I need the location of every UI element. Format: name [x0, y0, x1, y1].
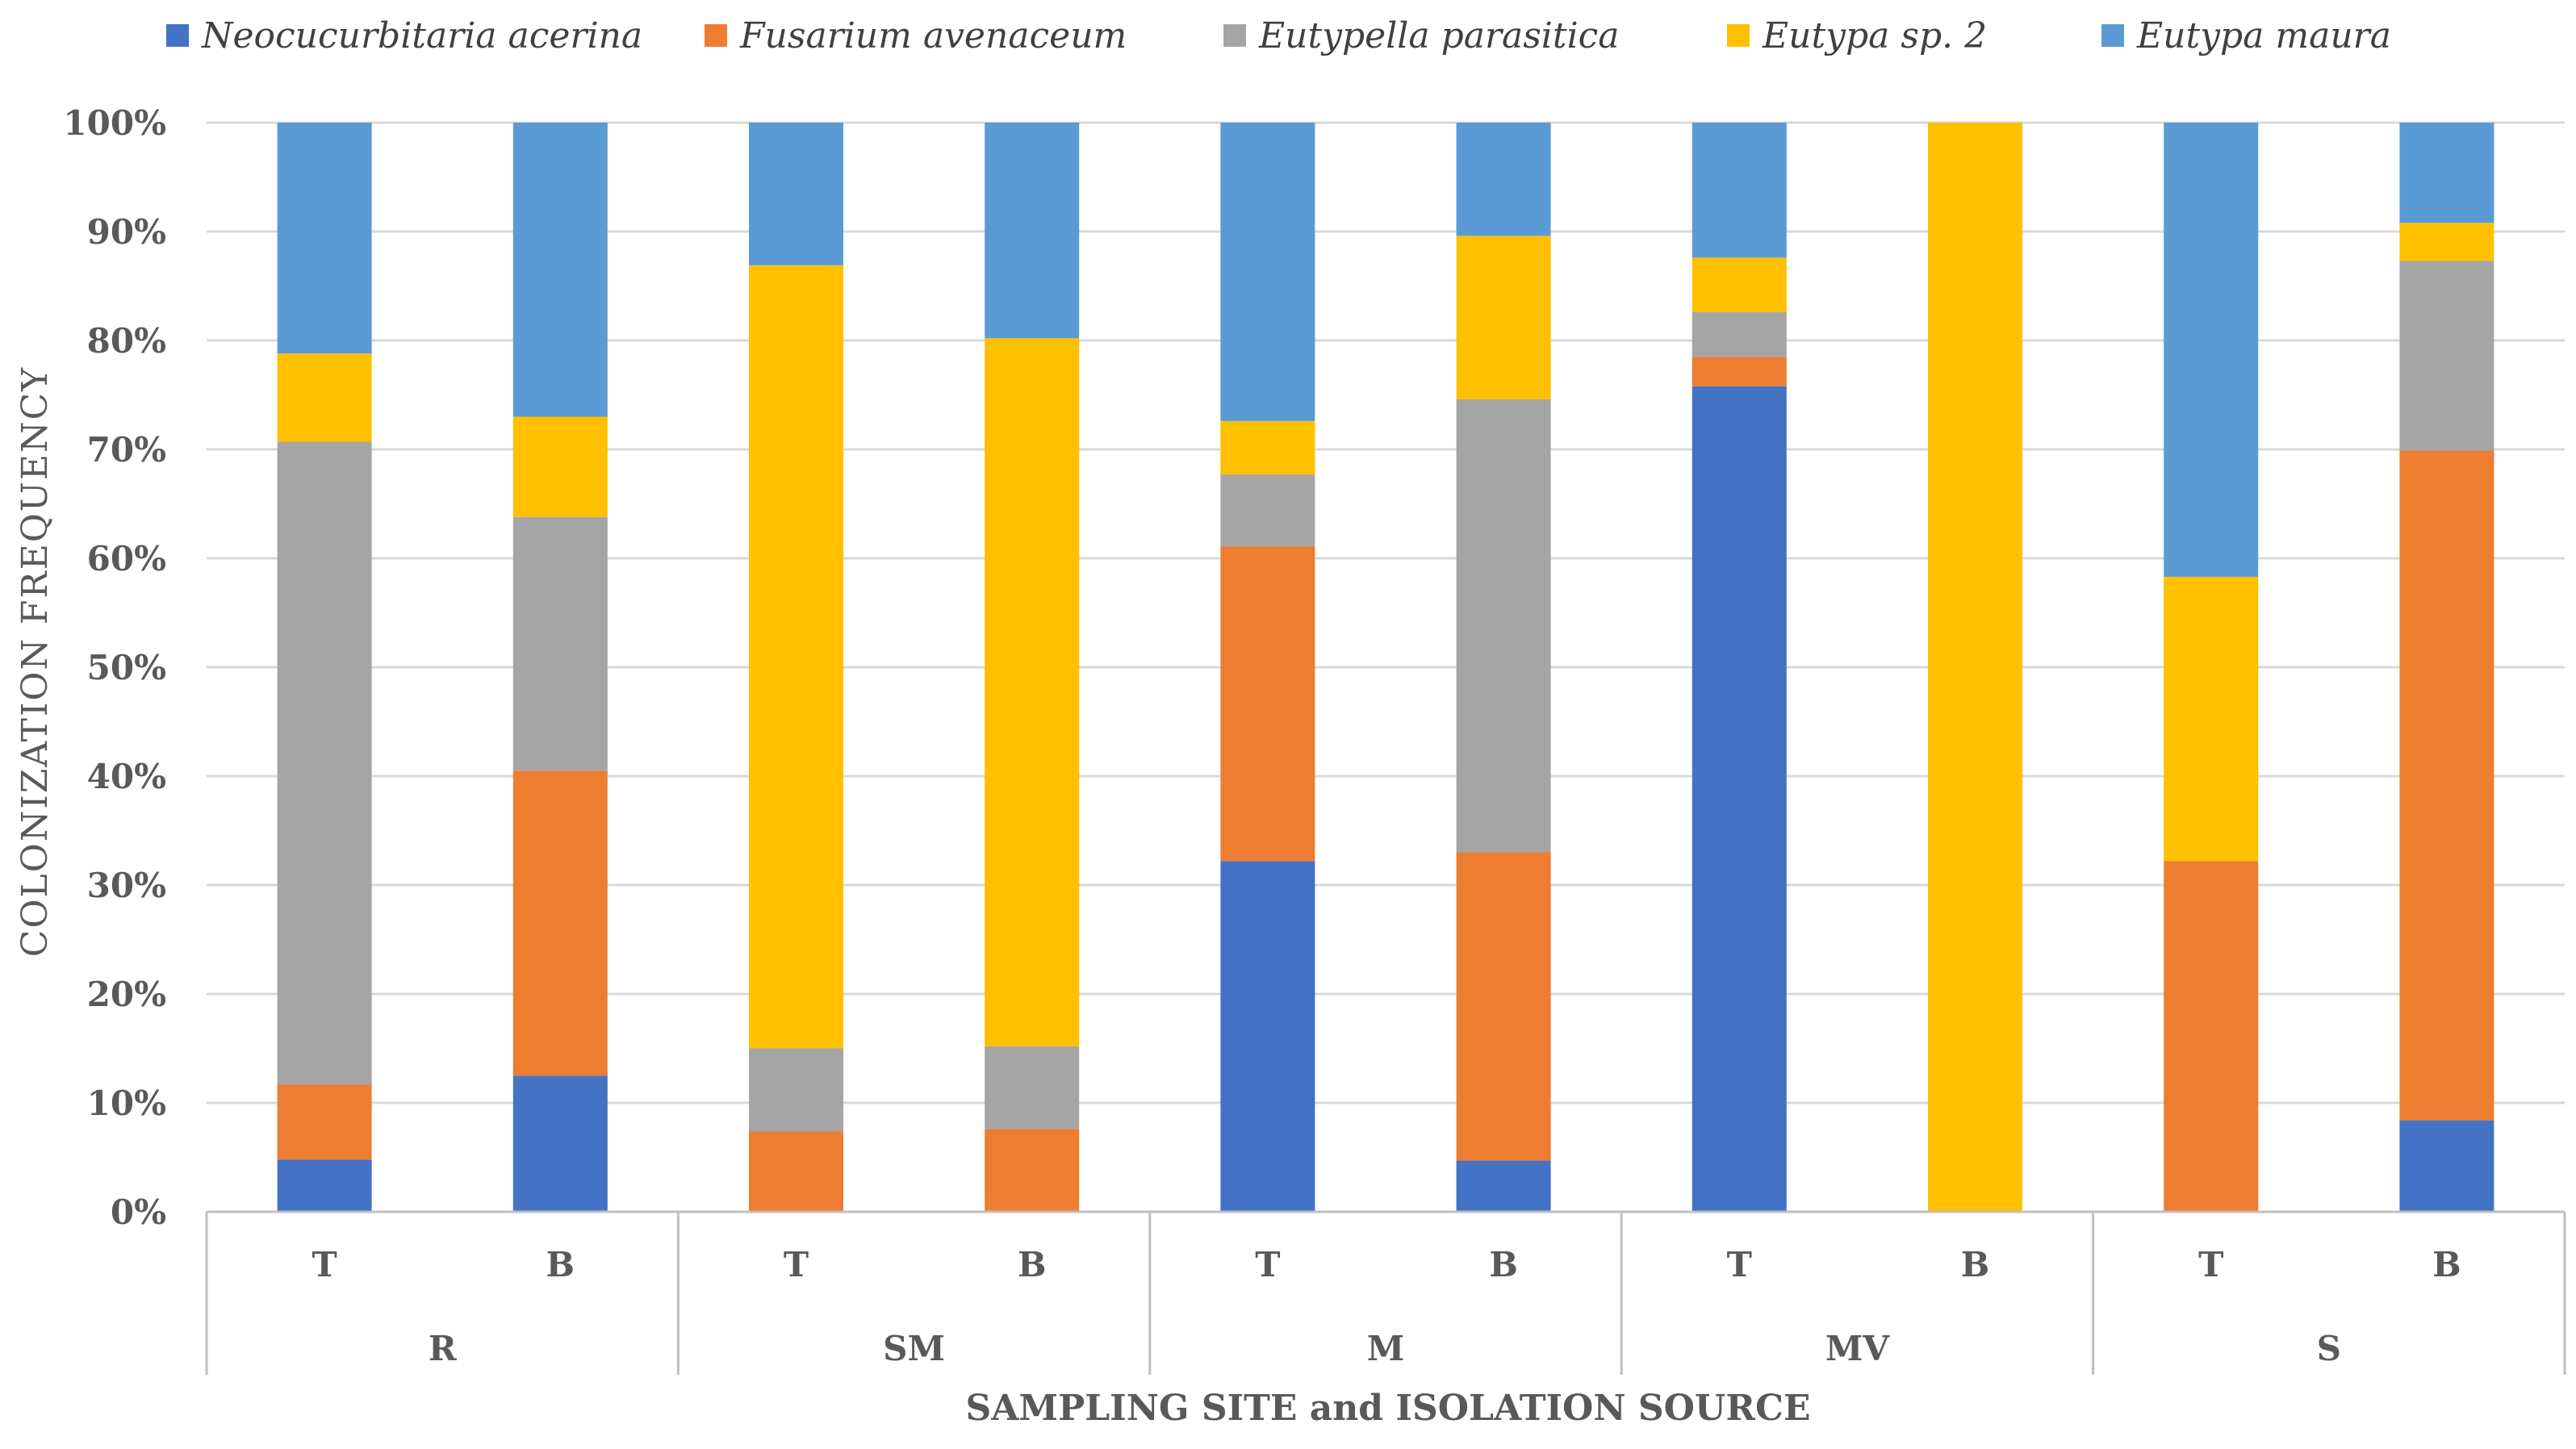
- bar-segment[interactable]: [749, 265, 843, 1049]
- bar-segment[interactable]: [1220, 546, 1315, 862]
- bar-segment[interactable]: [1456, 236, 1551, 399]
- legend-item-eutypa-maura[interactable]: Eutypa maura: [2101, 11, 2391, 60]
- bars: [277, 123, 2494, 1212]
- y-tick-label: 0%: [111, 1192, 166, 1232]
- bar-segment[interactable]: [2164, 123, 2259, 577]
- bar-segment[interactable]: [1220, 420, 1315, 475]
- y-axis-label: COLONIZATION FREQUENCY: [15, 366, 56, 957]
- y-tick-label: 60%: [87, 539, 166, 578]
- bar-segment[interactable]: [1456, 123, 1551, 236]
- bar-segment[interactable]: [985, 123, 1080, 339]
- x-tick-label: B: [1489, 1245, 1518, 1284]
- bar-segment[interactable]: [1456, 1160, 1551, 1212]
- bar-segment[interactable]: [512, 123, 608, 417]
- legend: Neocucurbitaria acerina Fusarium avenace…: [0, 0, 2576, 73]
- group-label: S: [2317, 1329, 2341, 1368]
- bar-segment[interactable]: [277, 1159, 372, 1212]
- bar-segment[interactable]: [1220, 474, 1315, 547]
- y-tick-label: 90%: [87, 212, 166, 252]
- bar-segment[interactable]: [1692, 257, 1787, 312]
- legend-label-eutypella-parasitica: Eutypella parasitica: [1259, 15, 1620, 56]
- group-label: SM: [883, 1329, 945, 1368]
- y-tick-label: 20%: [87, 975, 166, 1014]
- x-tick-label: T: [2198, 1245, 2223, 1284]
- y-tick-labels: 0% 10% 20% 30% 40% 50% 60% 70% 80% 90% 100%: [63, 103, 166, 1232]
- y-tick-label: 70%: [87, 430, 166, 470]
- legend-swatch-neocucurbitaria-acerina: [166, 24, 189, 47]
- legend-label-eutypa-maura: Eutypa maura: [2137, 15, 2391, 56]
- group-label: M: [1367, 1329, 1405, 1368]
- x-tick-label: T: [1255, 1245, 1280, 1284]
- bar-segment[interactable]: [749, 1048, 843, 1132]
- bar-segment[interactable]: [749, 1131, 843, 1212]
- x-tick-labels: T B T B T B T B T B R SM M MV S: [312, 1245, 2461, 1368]
- bar-segment[interactable]: [2164, 861, 2259, 1212]
- legend-label-neocucurbitaria-acerina: Neocucurbitaria acerina: [202, 15, 643, 56]
- bar-segment[interactable]: [2399, 450, 2494, 1121]
- bar-segment[interactable]: [1692, 386, 1787, 1212]
- bar-segment[interactable]: [277, 123, 372, 354]
- bar-segment[interactable]: [277, 441, 372, 1085]
- axes: [205, 1210, 2566, 1375]
- legend-swatch-eutypa-maura: [2101, 24, 2124, 47]
- bar-segment[interactable]: [2399, 261, 2494, 451]
- group-label: R: [429, 1329, 458, 1368]
- bar-segment[interactable]: [512, 416, 608, 517]
- x-axis-label: SAMPLING SITE and ISOLATION SOURCE: [965, 1388, 1810, 1429]
- y-tick-label: 80%: [87, 321, 166, 361]
- bar-segment[interactable]: [1692, 357, 1787, 386]
- bar-segment[interactable]: [1220, 123, 1315, 421]
- bar-segment[interactable]: [512, 1075, 608, 1212]
- group-label: MV: [1825, 1329, 1890, 1368]
- y-tick-label: 50%: [87, 648, 166, 687]
- y-tick-label: 100%: [63, 103, 166, 143]
- legend-swatch-eutypella-parasitica: [1223, 24, 1246, 47]
- x-tick-label: B: [1018, 1245, 1047, 1284]
- bar-segment[interactable]: [2164, 576, 2259, 862]
- bar-segment[interactable]: [1456, 399, 1551, 853]
- legend-label-eutypa-sp-2: Eutypa sp. 2: [1763, 15, 1988, 56]
- x-tick-label: B: [546, 1245, 575, 1284]
- bar-segment[interactable]: [1456, 852, 1551, 1161]
- bar-segment[interactable]: [2399, 223, 2494, 261]
- legend-item-eutypa-sp-2[interactable]: Eutypa sp. 2: [1727, 11, 1987, 60]
- y-tick-label: 40%: [87, 757, 166, 796]
- bar-segment[interactable]: [985, 1046, 1080, 1130]
- bar-segment[interactable]: [749, 123, 843, 265]
- bar-segment[interactable]: [277, 353, 372, 442]
- bar-segment[interactable]: [2399, 1120, 2494, 1212]
- bar-segment[interactable]: [2399, 123, 2494, 223]
- bar-segment[interactable]: [1692, 311, 1787, 357]
- bar-segment[interactable]: [1928, 123, 2022, 1212]
- legend-item-neocucurbitaria-acerina[interactable]: Neocucurbitaria acerina: [166, 11, 642, 60]
- bar-segment[interactable]: [985, 338, 1080, 1046]
- bar-segment[interactable]: [512, 770, 608, 1076]
- y-tick-label: 10%: [87, 1084, 166, 1123]
- bar-segment[interactable]: [985, 1129, 1080, 1212]
- legend-item-eutypella-parasitica[interactable]: Eutypella parasitica: [1223, 11, 1620, 60]
- x-tick-label: B: [2432, 1245, 2461, 1284]
- bar-segment[interactable]: [512, 516, 608, 771]
- bar-segment[interactable]: [1220, 861, 1315, 1212]
- legend-item-fusarium-avenaceum[interactable]: Fusarium avenaceum: [705, 11, 1127, 60]
- x-tick-label: T: [312, 1245, 337, 1284]
- legend-label-fusarium-avenaceum: Fusarium avenaceum: [740, 15, 1127, 56]
- x-tick-label: B: [1961, 1245, 1990, 1284]
- x-tick-label: T: [1727, 1245, 1752, 1284]
- legend-swatch-eutypa-sp-2: [1727, 24, 1750, 47]
- y-tick-label: 30%: [87, 866, 166, 905]
- bar-segment[interactable]: [277, 1084, 372, 1160]
- bar-segment[interactable]: [1692, 123, 1787, 258]
- legend-swatch-fusarium-avenaceum: [705, 24, 727, 47]
- x-tick-label: T: [784, 1245, 809, 1284]
